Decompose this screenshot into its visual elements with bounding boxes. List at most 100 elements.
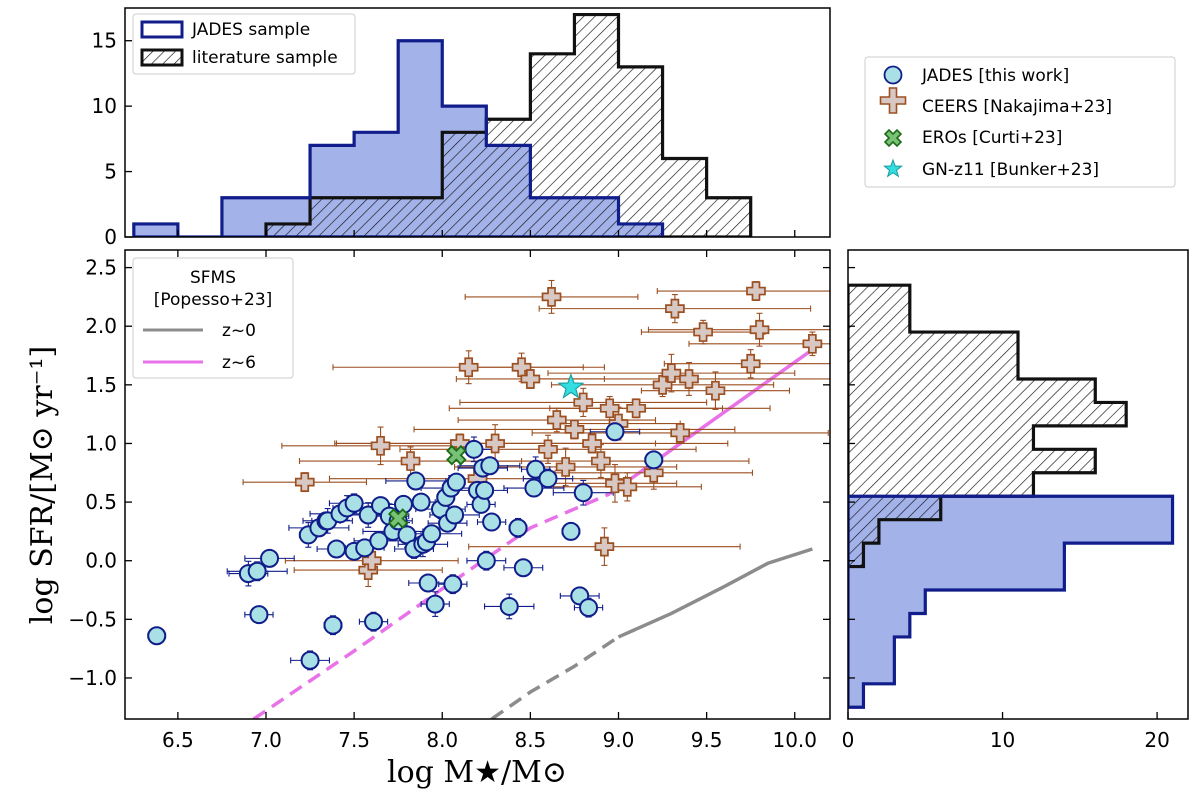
jades-right-histogram-outline <box>848 494 1175 709</box>
jades-point <box>513 558 533 578</box>
main-xtick-label: 7.5 <box>338 728 370 752</box>
eros-point <box>446 444 467 466</box>
legend-eros: EROs [Curti+23] <box>922 128 1062 148</box>
ceers-point <box>670 423 691 443</box>
ceers-point <box>538 439 558 460</box>
ceers-point <box>573 392 594 413</box>
right-histogram-panel: 0 10 20 <box>842 249 1189 752</box>
top-ytick-label: 0 <box>104 225 117 249</box>
jades-point <box>260 548 280 568</box>
top-ytick-label: 5 <box>104 160 117 184</box>
jades-point <box>249 605 269 625</box>
jades-point <box>147 626 167 646</box>
ceers-point <box>749 319 770 340</box>
eros-point <box>387 508 409 529</box>
literature-histogram-outline <box>264 12 753 237</box>
ceers-point <box>400 451 421 471</box>
jades-right-histogram-fill <box>848 496 1173 708</box>
main-xtick-label: 8.5 <box>514 728 546 752</box>
jades-point <box>358 505 378 525</box>
ceers-point <box>652 374 673 395</box>
ceers-point <box>594 536 615 557</box>
ceers-point <box>693 322 713 342</box>
main-xtick-label: 8.0 <box>426 728 458 752</box>
ceers-point <box>485 433 505 454</box>
right-xtick-label: 0 <box>842 728 855 752</box>
gnz11-legend-marker <box>883 158 903 178</box>
top-ytick-label: 15 <box>92 29 117 53</box>
ceers-point <box>294 472 315 493</box>
literature-right-histogram-outline <box>848 283 1128 569</box>
literature-sample-legend-swatch <box>140 48 184 67</box>
main-xtick-label: 10.0 <box>772 728 817 752</box>
ceers-point <box>740 353 761 374</box>
main-panel-frame <box>124 249 831 720</box>
right-xtick-label: 10 <box>990 728 1015 752</box>
ceers-point <box>802 333 823 354</box>
jades-point <box>499 596 519 616</box>
ceers-point <box>541 287 562 307</box>
top-panel-frame <box>124 7 831 238</box>
ceers-point <box>665 298 685 319</box>
jades-point <box>475 480 495 500</box>
ceers-point <box>582 433 602 454</box>
ceers-point <box>458 357 479 378</box>
jades-point <box>579 598 599 618</box>
main-ytick-label: 0.0 <box>85 549 117 573</box>
jades-point <box>605 422 625 442</box>
jades-point <box>445 505 465 525</box>
top-histogram-panel: 0 5 10 15 JADES sample literature sample <box>92 7 831 249</box>
x-axis-label: log M★/M⊙ <box>387 755 567 790</box>
jades-point <box>482 512 502 532</box>
ceers-legend-marker <box>879 87 907 114</box>
main-xtick-label: 6.5 <box>162 728 194 752</box>
ceers-point <box>546 410 567 430</box>
jades-point <box>476 551 496 571</box>
jades-point <box>446 472 466 492</box>
jades-point <box>300 650 320 670</box>
sfms-legend: SFMS [Popesso+23] z~0 z~6 <box>132 257 294 379</box>
main-ytick-label: 0.5 <box>85 490 117 514</box>
jades-point <box>406 471 426 491</box>
jades-point <box>508 518 528 538</box>
jades-point <box>480 456 500 476</box>
ceers-point <box>617 476 638 497</box>
jades-point <box>561 521 581 541</box>
jades-point <box>364 612 384 632</box>
jades-point <box>411 492 431 512</box>
top-ytick-label: 10 <box>92 94 117 118</box>
main-xtick-label: 9.0 <box>603 728 635 752</box>
legend-jades-sample: JADES sample <box>191 20 310 40</box>
ceers-point <box>679 369 699 389</box>
jades-point <box>369 531 389 551</box>
ceers-point <box>705 380 726 401</box>
main-ytick-label: 2.0 <box>85 314 117 338</box>
jades-point <box>425 594 445 614</box>
ceers-point <box>555 457 576 477</box>
main-ytick-label: −1.0 <box>68 666 117 690</box>
ceers-point <box>746 281 766 301</box>
legend-z6: z~6 <box>222 353 256 373</box>
legend-jades: JADES [this work] <box>921 66 1069 86</box>
jades-point <box>418 573 438 593</box>
main-scatter-panel: 6.5 7.0 7.5 8.0 8.5 9.0 9.5 10.0 −1.0 −0.5 0.0 0.5 1… <box>25 249 831 790</box>
main-ytick-label: 1.0 <box>85 431 117 455</box>
sfms-legend-title: SFMS <box>190 268 236 288</box>
main-ytick-label: 2.5 <box>85 256 117 280</box>
jades-point <box>644 450 664 470</box>
ceers-point <box>370 435 391 456</box>
jades-point <box>344 493 364 513</box>
main-ytick-label: −0.5 <box>68 607 117 631</box>
jades-legend-marker <box>883 65 903 85</box>
right-xtick-label: 20 <box>1144 728 1169 752</box>
main-ytick-label: 1.5 <box>85 373 117 397</box>
main-xtick-label: 9.5 <box>691 728 723 752</box>
ceers-point <box>626 398 646 419</box>
ceers-point <box>520 369 541 389</box>
ceers-point <box>564 419 585 440</box>
legend-gnz11: GN-z11 [Bunker+23] <box>922 160 1099 180</box>
y-axis-label: log SFR/[M⊙ yr⁻¹] <box>25 346 60 624</box>
jades-point <box>538 469 558 489</box>
literature-histogram-hatch <box>266 14 751 237</box>
sfms-z~6-solid <box>608 348 814 496</box>
